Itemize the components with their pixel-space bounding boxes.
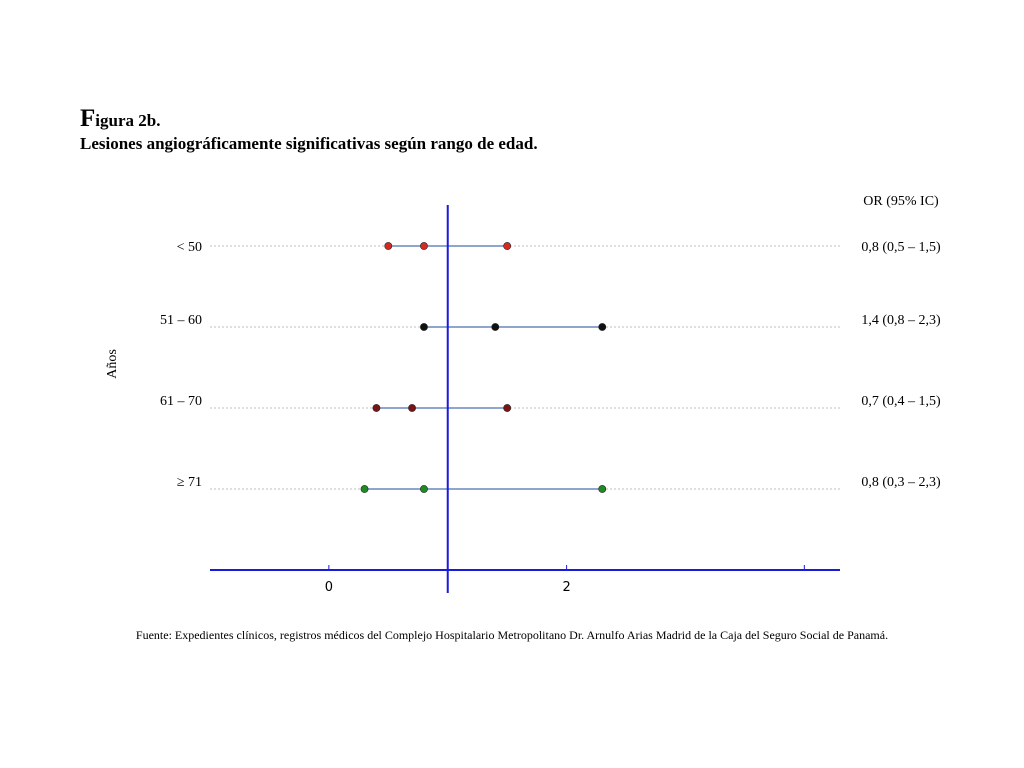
or-point: [408, 404, 416, 412]
or-point: [420, 485, 428, 493]
figure-label-rest: igura 2b.: [95, 111, 161, 130]
category-label: 61 – 70: [160, 394, 202, 409]
row-guide-lines: [210, 245, 840, 490]
or-label: 0,7 (0,4 – 1,5): [861, 394, 941, 409]
or-label: 0,8 (0,3 – 2,3): [861, 475, 941, 490]
ci-upper-point: [503, 404, 512, 412]
ci-lower-point: [372, 404, 381, 412]
ci-lower-point: [384, 242, 393, 250]
x-tick-label: 0: [325, 580, 333, 595]
category-label: 51 – 60: [160, 313, 202, 328]
or-point: [420, 242, 428, 250]
ci-upper-point: [598, 323, 607, 331]
category-label: ≥ 71: [177, 475, 202, 490]
ci-lower-point: [420, 323, 428, 331]
or-header: OR (95% IC): [863, 194, 939, 209]
y-axis-label: Años: [105, 349, 120, 379]
data-points: [360, 242, 607, 493]
figure-title-block: Figura 2b. Lesiones angiográficamente si…: [80, 105, 538, 156]
ci-upper-point: [503, 242, 512, 250]
x-tick-label: 2: [562, 580, 570, 595]
or-label: 1,4 (0,8 – 2,3): [861, 313, 941, 328]
confidence-interval-lines: [364, 245, 603, 490]
figure-label-initial: F: [80, 105, 96, 132]
figure-subtitle: Lesiones angiográficamente significativa…: [80, 134, 538, 153]
category-label: < 50: [177, 240, 202, 255]
or-labels: 0,8 (0,5 – 1,5) 1,4 (0,8 – 2,3) 0,7 (0,4 –…: [861, 240, 941, 490]
category-labels: < 50 51 – 60 61 – 70 ≥ 71: [160, 240, 202, 490]
or-label: 0,8 (0,5 – 1,5): [861, 240, 941, 255]
or-point: [491, 323, 500, 331]
ci-lower-point: [360, 485, 369, 493]
source-note: Fuente: Expedientes clínicos, registros …: [135, 628, 889, 642]
ci-upper-point: [598, 485, 607, 493]
figure-label: Figura 2b.: [80, 105, 538, 132]
